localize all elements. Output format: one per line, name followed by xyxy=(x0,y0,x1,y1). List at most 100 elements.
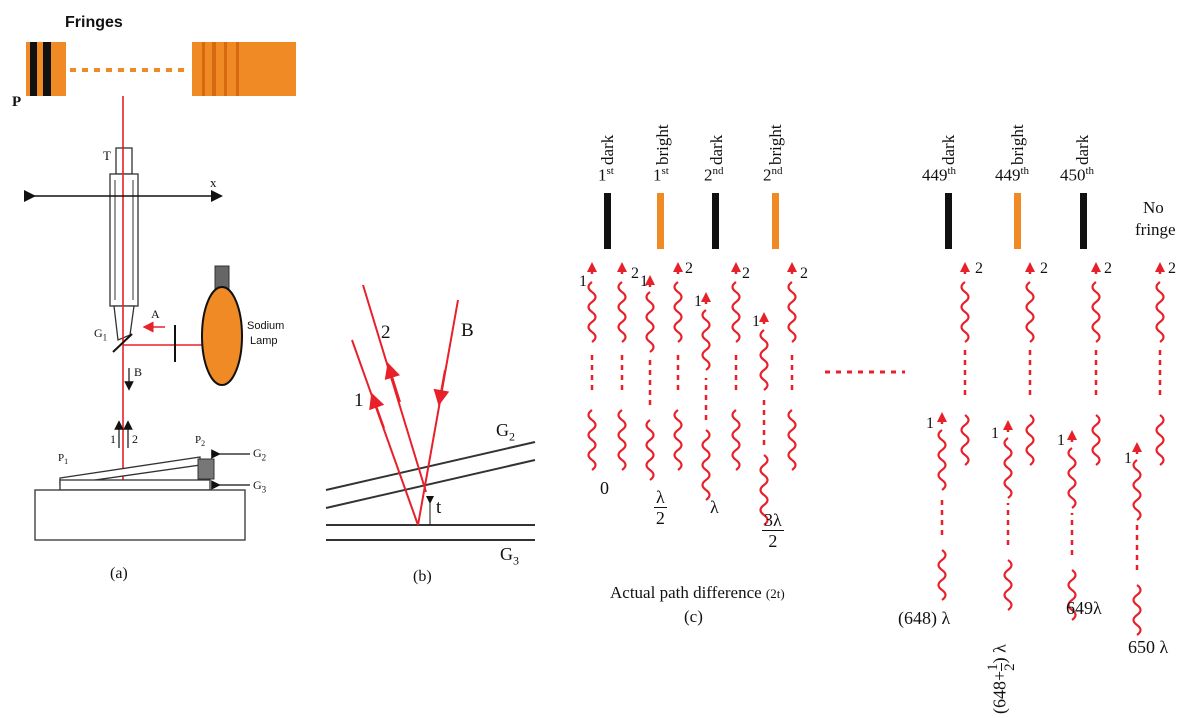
path-diff-0: 0 xyxy=(600,478,609,498)
wave-segment xyxy=(1067,569,1077,621)
ray-label-c6-2: 2 xyxy=(1040,260,1048,277)
wave-segment xyxy=(1155,414,1165,466)
caption-a: (a) xyxy=(110,565,128,582)
ray-arrow-head xyxy=(960,262,970,272)
wave-segment xyxy=(673,409,683,471)
path-diff-649: 649λ xyxy=(1066,598,1102,618)
fringe-type-3: dark xyxy=(707,134,726,165)
fringe-bar-bright-1 xyxy=(657,193,664,249)
ray-label-c7-1: 1 xyxy=(1057,432,1065,449)
p-label: P xyxy=(12,94,22,110)
ray-2 xyxy=(362,284,427,493)
fringes-title: Fringes xyxy=(65,14,123,31)
path-diff-648-half: (648+ 1 2) λ xyxy=(985,644,1018,714)
fringe-order-5: 449th xyxy=(922,165,957,185)
wave-segment xyxy=(617,281,627,343)
fringe-order-7: 450th xyxy=(1060,165,1095,185)
fringe-band-right xyxy=(192,42,296,96)
ray1-label-a: 1 xyxy=(110,432,116,446)
ray-label-c6-1: 1 xyxy=(991,425,999,442)
ray-arrow-head xyxy=(617,262,627,272)
ray-arrow-head xyxy=(587,262,597,272)
fringe-order-2: 1st xyxy=(653,165,669,185)
fringe-bar-bright-449 xyxy=(1014,193,1021,249)
ray-arrow-head xyxy=(645,275,655,285)
fringe-type-7: dark xyxy=(1073,134,1092,165)
wave-segment xyxy=(1091,281,1101,343)
no-fringe-line1: No xyxy=(1143,198,1164,217)
axis-label: Actual path difference (2t) xyxy=(610,583,785,602)
wave-segment xyxy=(759,454,769,526)
ray-label-c3-2: 2 xyxy=(742,265,750,282)
wave-segment xyxy=(645,291,655,353)
ray-label-c4-1: 1 xyxy=(752,313,760,330)
g3-label-b: G3 xyxy=(500,544,519,568)
wave-segment xyxy=(587,281,597,343)
ray-b-incident xyxy=(417,299,459,526)
wave-segment xyxy=(673,281,683,343)
wave-rays xyxy=(587,262,1165,636)
plate-g2-bottom xyxy=(325,459,536,509)
wave-segment xyxy=(787,409,797,471)
a-label: A xyxy=(151,307,160,321)
wave-segment xyxy=(701,309,711,371)
ray-arrow-head xyxy=(673,262,683,272)
telescope-body xyxy=(109,173,139,307)
fringe-bars xyxy=(604,193,1087,249)
fringe-bar-dark-450 xyxy=(1080,193,1087,249)
fringe-band-left xyxy=(26,42,66,96)
caption-c: (c) xyxy=(684,607,703,626)
t-label-b: t xyxy=(436,497,442,518)
ray-label-c1-1: 1 xyxy=(579,273,587,290)
ray2-label-b: 2 xyxy=(381,322,391,343)
fringe-order-1: 1st xyxy=(598,165,614,185)
wave-segment xyxy=(1091,414,1101,466)
wave-segment xyxy=(701,429,711,501)
ray-label-c7-2: 2 xyxy=(1104,260,1112,277)
spacer-wire xyxy=(197,458,215,480)
rayB-label-b: B xyxy=(461,320,474,341)
lamp-label-2: Lamp xyxy=(250,335,278,347)
wave-segment xyxy=(645,419,655,481)
wave-segment xyxy=(1003,437,1013,499)
ray-label-c2-1: 1 xyxy=(640,273,648,290)
p1-label: P1 xyxy=(58,452,69,467)
fringe-type-1: dark xyxy=(598,134,617,165)
fringe-bar-bright-2 xyxy=(772,193,779,249)
wave-segment xyxy=(759,329,769,391)
no-fringe-line2: fringe xyxy=(1135,220,1176,239)
ray-arrow-head xyxy=(759,312,769,322)
wave-segment xyxy=(960,281,970,343)
fringe-order-4: 2nd xyxy=(763,165,783,185)
ray-label-c2-2: 2 xyxy=(685,260,693,277)
wave-segment xyxy=(937,549,947,601)
ray-arrow-head xyxy=(937,412,947,422)
path-diff-three-half-lambda: 3λ 2 xyxy=(762,510,784,551)
ray-arrow-head xyxy=(1132,442,1142,452)
ray-label-c5-1: 1 xyxy=(926,415,934,432)
g2-label-b: G2 xyxy=(496,420,515,444)
wave-segment xyxy=(731,281,741,343)
path-diff-lambda: λ xyxy=(710,497,719,517)
g3-label-a: G3 xyxy=(253,478,267,495)
base-block xyxy=(34,489,246,541)
glass-plate-g1 xyxy=(112,333,133,353)
g1-label: G1 xyxy=(94,326,108,343)
ray-label-c1-2: 2 xyxy=(631,265,639,282)
fringe-type-6: bright xyxy=(1008,124,1027,165)
t-label: T xyxy=(103,148,111,163)
path-diff-650: 650 λ xyxy=(1128,637,1169,657)
ray2-label-a: 2 xyxy=(132,432,138,446)
fringe-order-3: 2nd xyxy=(704,165,724,185)
telescope-eyepiece xyxy=(115,147,133,175)
wave-segment xyxy=(731,409,741,471)
g2-label-a: G2 xyxy=(253,446,267,463)
wave-segment xyxy=(960,414,970,466)
wave-segment xyxy=(1155,281,1165,343)
plate-g2-top xyxy=(325,441,536,491)
wave-segment xyxy=(1003,559,1013,611)
ray-arrow-head xyxy=(1067,430,1077,440)
ray-label-c4-2: 2 xyxy=(800,265,808,282)
fringe-bar-dark-449 xyxy=(945,193,952,249)
